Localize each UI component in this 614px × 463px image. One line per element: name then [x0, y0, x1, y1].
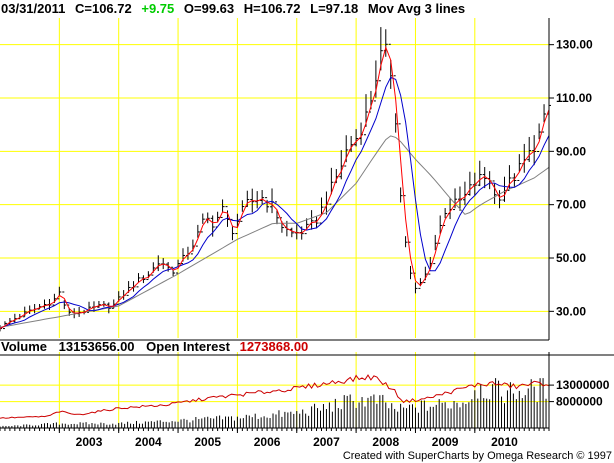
price-bars	[0, 27, 551, 332]
open-interest-line	[0, 374, 550, 419]
year-tick-label: 2004	[135, 435, 162, 449]
header-indicator: Mov Avg 3 lines	[368, 1, 465, 16]
volume-tick-label: 13000000	[556, 378, 610, 392]
header-date: 03/31/2011	[1, 1, 65, 16]
open-interest-value: 1273868.00	[240, 339, 309, 354]
volume-tick-label: 8000000	[556, 395, 603, 409]
header-open: O=99.63	[184, 1, 234, 16]
credit-text: Created with SuperCharts by Omega Resear…	[343, 450, 612, 462]
year-tick-label: 2005	[194, 435, 221, 449]
price-tick-label: 130.00	[556, 38, 593, 52]
volume-value: 13153656.00	[59, 339, 135, 354]
price-tick-label: 110.00	[556, 91, 592, 105]
volume-label: Volume	[1, 339, 47, 354]
year-tick-label: 2010	[491, 435, 518, 449]
series-lines	[0, 45, 550, 419]
year-tick-label: 2007	[313, 435, 340, 449]
header-low: L=97.18	[310, 1, 358, 16]
header-high: H=106.72	[244, 1, 301, 16]
year-tick-label: 2003	[76, 435, 103, 449]
year-tick-label: 2006	[254, 435, 281, 449]
price-tick-label: 50.00	[556, 251, 586, 265]
tick-labels: 30.00 50.00 70.00 90.00 110.00 130.00 13000000…	[76, 38, 610, 449]
grid-lines	[0, 18, 549, 428]
axes	[0, 18, 614, 433]
price-tick-label: 70.00	[556, 198, 586, 212]
year-tick-label: 2008	[372, 435, 399, 449]
price-tick-label: 30.00	[556, 304, 586, 318]
ma-mid-line	[0, 76, 550, 330]
price-tick-label: 90.00	[556, 144, 586, 158]
volume-bars	[0, 377, 550, 428]
open-interest-label: Open Interest	[146, 339, 230, 354]
ma-slow-line	[0, 135, 550, 328]
header-line: 03/31/2011 C=106.72 +9.75 O=99.63 H=106.…	[1, 1, 465, 16]
header-change: +9.75	[141, 1, 174, 16]
header-close: C=106.72	[75, 1, 132, 16]
volume-header: Volume 13153656.00 Open Interest 1273868…	[1, 339, 308, 354]
year-tick-label: 2009	[432, 435, 459, 449]
ma-fast-line	[0, 45, 550, 330]
